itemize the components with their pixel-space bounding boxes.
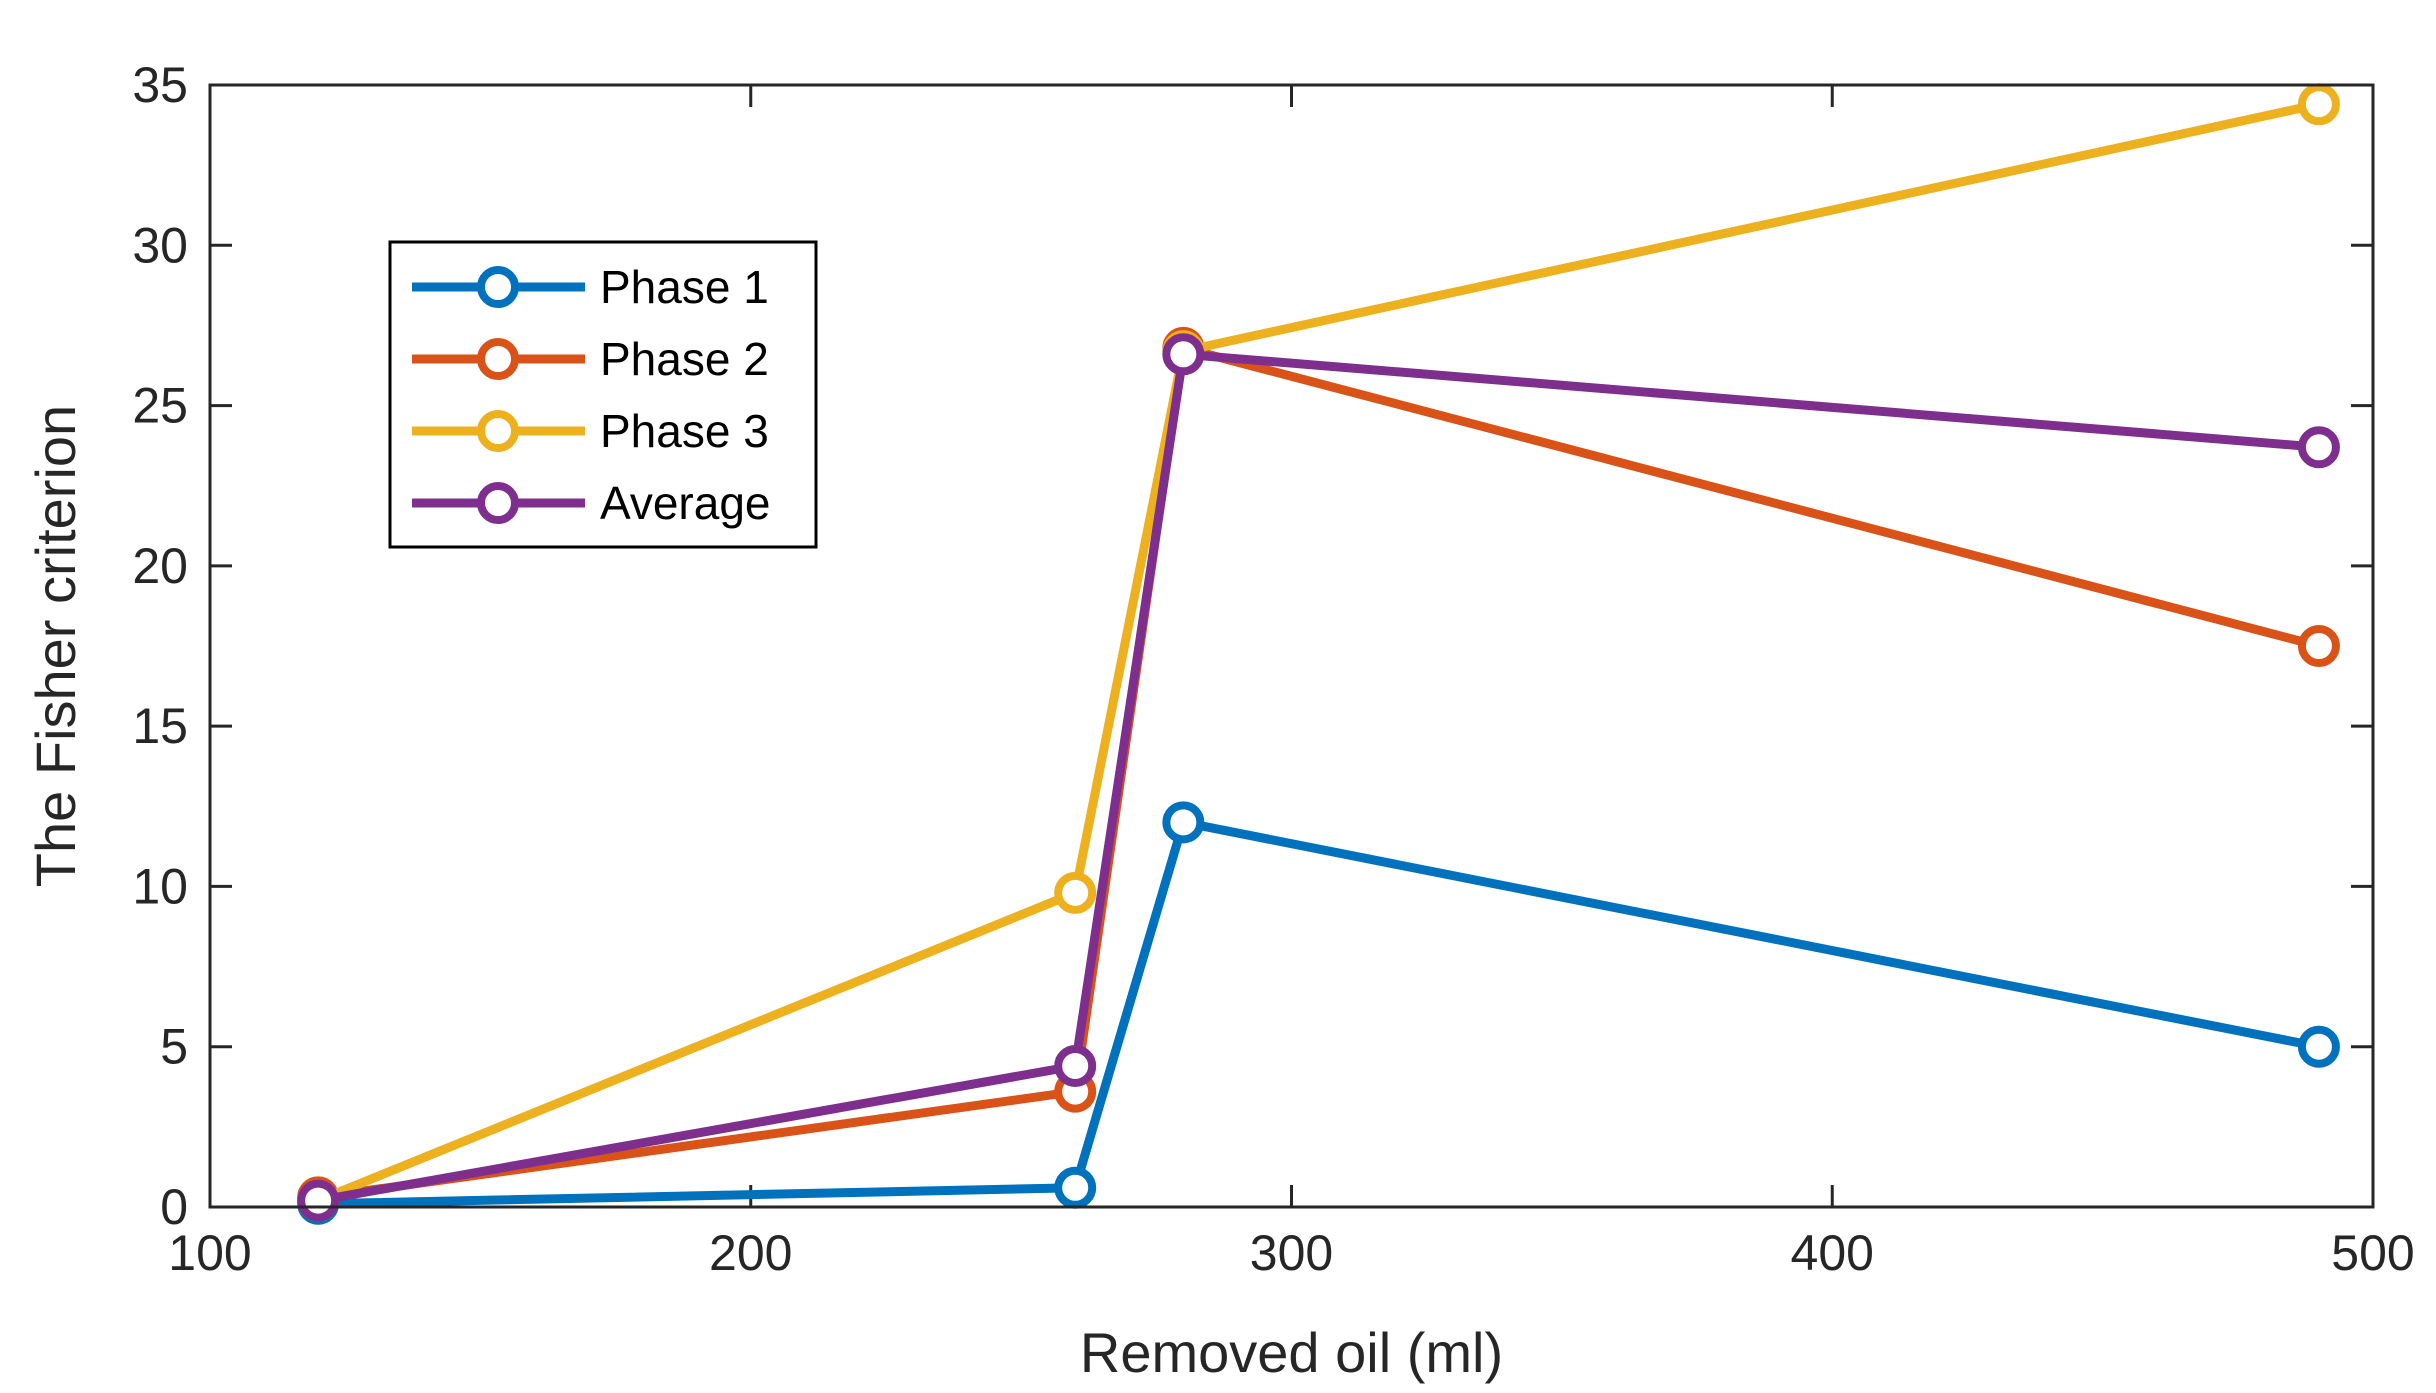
y-tick-label: 10 xyxy=(132,858,188,914)
legend-marker xyxy=(477,482,519,524)
y-tick-label: 30 xyxy=(132,217,188,273)
data-point-marker xyxy=(2297,83,2340,126)
legend-entry: Phase 2 xyxy=(412,333,769,385)
legend-marker xyxy=(477,338,519,380)
x-axis-title: Removed oil (ml) xyxy=(1080,1321,1503,1384)
data-point-marker xyxy=(1054,871,1097,914)
legend-marker xyxy=(477,266,519,308)
legend-box xyxy=(388,240,818,549)
legend-entries: Phase 1 Phase 2 Phase 3 Average xyxy=(412,261,771,529)
data-point-marker xyxy=(1162,801,1205,844)
y-axis-title: The Fisher criterion xyxy=(24,405,87,887)
x-tick-label: 300 xyxy=(1250,1225,1333,1281)
y-tick-label: 15 xyxy=(132,698,188,754)
legend: Phase 1 Phase 2 Phase 3 Average xyxy=(388,240,818,549)
x-tick-label: 400 xyxy=(1791,1225,1874,1281)
x-tick-label: 100 xyxy=(168,1225,251,1281)
legend-label: Phase 2 xyxy=(600,333,769,385)
data-point-marker xyxy=(1162,333,1205,376)
series-line xyxy=(313,99,2324,1206)
y-tick-label: 20 xyxy=(132,538,188,594)
y-tick-label: 0 xyxy=(160,1179,188,1235)
legend-entry: Phase 1 xyxy=(412,261,769,313)
y-tick-label: 25 xyxy=(132,378,188,434)
legend-label: Phase 3 xyxy=(600,405,769,457)
data-point-marker xyxy=(2297,426,2340,469)
data-point-marker xyxy=(297,1179,340,1222)
plot-series xyxy=(297,83,2340,1225)
data-point-marker xyxy=(1054,1166,1097,1209)
series-average xyxy=(297,333,2340,1222)
x-tick-label: 200 xyxy=(709,1225,792,1281)
legend-entry: Average xyxy=(412,477,771,529)
legend-entry: Phase 3 xyxy=(412,405,769,457)
series-line xyxy=(313,817,2324,1209)
y-tick-label: 5 xyxy=(160,1019,188,1075)
data-point-marker xyxy=(2297,1025,2340,1068)
y-tick-label: 35 xyxy=(132,57,188,113)
legend-marker xyxy=(477,410,519,452)
data-point-marker xyxy=(1054,1044,1097,1087)
series-line xyxy=(313,349,2324,1206)
tick-labels: 100 200 300 400 500 0 5 10 15 20 25 30 35 xyxy=(132,57,2414,1281)
axes-box xyxy=(208,83,2375,1209)
x-tick-label: 500 xyxy=(2331,1225,2414,1281)
legend-label: Phase 1 xyxy=(600,261,769,313)
data-point-marker xyxy=(2297,625,2340,667)
legend-label: Average xyxy=(600,477,771,529)
